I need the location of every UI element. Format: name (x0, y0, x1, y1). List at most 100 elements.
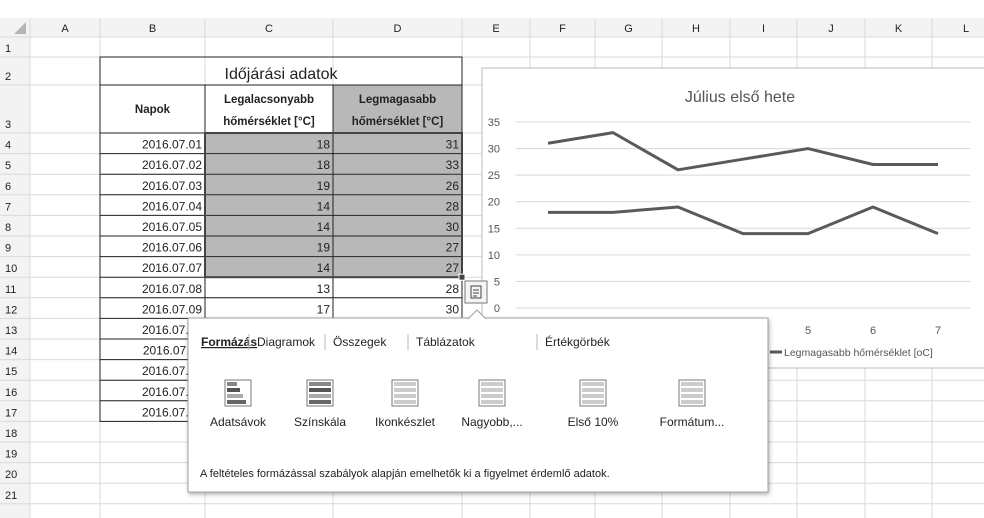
table-cell: 2016.07.09 (142, 302, 202, 316)
column-header: A (61, 23, 69, 35)
column-header: H (692, 23, 700, 35)
table-cell: 33 (446, 158, 460, 172)
row-header: 15 (5, 366, 17, 378)
tool-icon-part (582, 400, 604, 404)
quick-analysis-icon (470, 285, 482, 299)
table-cell: 28 (446, 282, 460, 296)
row-header: 4 (5, 140, 11, 152)
table-cell: 2016.07.13 (142, 385, 202, 399)
table-cell: 19 (317, 241, 331, 255)
y-tick-label: 35 (488, 117, 500, 129)
tool-icon-part (681, 394, 703, 398)
row-header: 1 (5, 43, 11, 55)
chart-title: Július első hete (685, 89, 795, 106)
tool-icon-part (394, 388, 416, 392)
row-header: 19 (5, 449, 17, 461)
table-cell: 27 (446, 241, 460, 255)
series-line (547, 131, 938, 172)
popup-pointer (467, 309, 487, 320)
header-fill (333, 85, 462, 133)
table-cell: 2016.07.07 (142, 261, 202, 275)
popup-description: A feltételes formázással szabályok alapj… (200, 468, 610, 480)
column-header: C (265, 23, 273, 35)
tool-icon-part (227, 388, 240, 392)
table-cell: 2016.07.11 (143, 344, 202, 358)
popup-tool[interactable]: Ikonkészlet (375, 379, 436, 429)
popup-tool[interactable]: Első 10% (568, 379, 619, 429)
table-cell: 2016.07.06 (142, 241, 202, 255)
table-cell: 2016.07.01 (142, 138, 202, 152)
column-header: D (394, 23, 402, 35)
tool-icon-part (394, 382, 416, 386)
quick-analysis-icon (473, 289, 479, 297)
table-header: Legalacsonyabb (224, 94, 314, 106)
row-header: 18 (5, 428, 17, 440)
column-header: L (963, 23, 969, 35)
table-cell: 13 (317, 282, 331, 296)
popup-tab[interactable]: Formázás (201, 335, 257, 349)
popup-tab[interactable]: Értékgörbék (545, 334, 611, 349)
row-header: 6 (5, 181, 11, 193)
tool-label: Formátum... (660, 415, 725, 429)
table-cell: 2016.07.03 (142, 179, 202, 193)
selection-border (204, 132, 463, 279)
tool-icon-part (227, 382, 237, 386)
table-cell: 18 (317, 158, 331, 172)
table-cell: 14 (317, 199, 331, 213)
tool-icon-part (681, 400, 703, 404)
table-header: hőmérséklet [°C] (223, 116, 315, 128)
row-header: 2 (5, 71, 11, 83)
tool-icon-part (394, 400, 416, 404)
table-cell: 30 (446, 220, 460, 234)
y-tick-label: 5 (494, 276, 500, 288)
table-cell: 2016.07.05 (142, 220, 202, 234)
popup-tab[interactable]: Táblázatok (416, 335, 476, 349)
y-tick-label: 20 (488, 197, 500, 209)
tool-icon-part (227, 400, 246, 404)
tool-icon-part (582, 382, 604, 386)
x-tick-label: 6 (870, 325, 876, 337)
column-header: K (895, 23, 903, 35)
table-cell: 2016.07.12 (142, 364, 202, 378)
table-cell: 30 (446, 302, 460, 316)
y-tick-label: 0 (494, 303, 500, 315)
tool-icon-part (227, 394, 243, 398)
row-header: 20 (5, 469, 17, 481)
table-cell: 2016.07.14 (142, 405, 202, 419)
popup-tool[interactable]: Adatsávok (210, 379, 267, 429)
tool-icon-part (582, 394, 604, 398)
x-tick-label: 5 (805, 325, 811, 337)
quick-analysis-button[interactable] (464, 280, 488, 304)
popup-tab[interactable]: Összegek (333, 335, 387, 349)
table-cell: 14 (317, 220, 331, 234)
table-cell: 31 (446, 138, 460, 152)
tool-icon-part (481, 394, 503, 398)
series-line (548, 205, 939, 236)
popup (187, 317, 769, 493)
row-header: 8 (5, 222, 11, 234)
column-header: E (492, 23, 499, 35)
table-cell: 18 (317, 138, 331, 152)
column-header: I (762, 23, 765, 35)
table-cell: 2016.07.08 (142, 282, 202, 296)
row-header: 5 (5, 160, 11, 172)
y-tick-label: 10 (488, 250, 500, 262)
y-tick-label: 25 (488, 170, 500, 182)
table-cell: 2016.07.10 (142, 323, 202, 337)
table-cell: 28 (446, 199, 460, 213)
table-cell: 14 (317, 261, 331, 275)
tool-icon-part (309, 382, 331, 386)
row-header: 17 (5, 407, 17, 419)
table-header: hőmérséklet [°C] (352, 116, 444, 128)
popup-tool[interactable]: Formátum... (660, 379, 725, 429)
tool-icon-part (394, 394, 416, 398)
popup-tool[interactable]: Színskála (294, 379, 346, 429)
popup-tool[interactable]: Nagyobb,... (461, 379, 523, 429)
popup-tab[interactable]: Diagramok (257, 335, 316, 349)
legend-label: Legmagasabb hőmérséklet [oC] (784, 347, 933, 359)
table-header: Legmagasabb (359, 94, 436, 106)
y-tick-label: 30 (488, 144, 500, 156)
table-cell: 19 (317, 179, 331, 193)
